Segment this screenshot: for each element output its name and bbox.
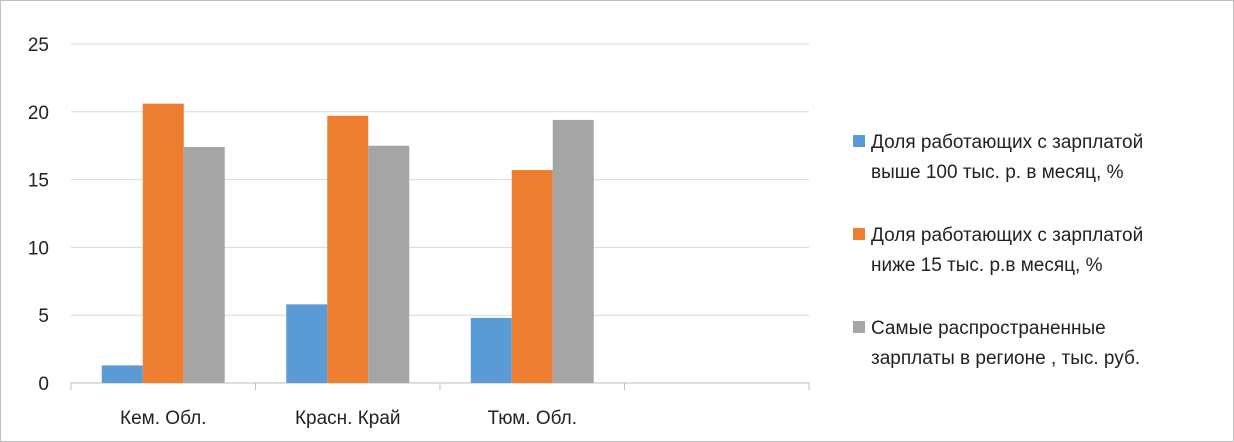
bar bbox=[101, 365, 143, 383]
y-tick-label: 5 bbox=[38, 306, 49, 327]
bar bbox=[142, 103, 184, 383]
bar bbox=[368, 145, 410, 383]
bar bbox=[286, 304, 328, 383]
bar bbox=[327, 115, 369, 384]
bar bbox=[183, 147, 225, 383]
y-tick-label: 20 bbox=[28, 103, 49, 124]
legend-label: Самые распространенные bbox=[871, 318, 1106, 339]
legend-label: выше 100 тыс. р. в месяц, % bbox=[871, 162, 1124, 183]
bar bbox=[470, 317, 512, 383]
bar bbox=[552, 119, 594, 383]
legend-swatch bbox=[853, 135, 865, 147]
legend-label: ниже 15 тыс. р.в месяц, % bbox=[871, 255, 1103, 276]
legend-label: Доля работающих с зарплатой bbox=[871, 132, 1143, 153]
x-tick-label: Тюм. Обл. bbox=[487, 408, 577, 429]
y-tick-label: 25 bbox=[28, 35, 49, 56]
x-tick-label: Кем. Обл. bbox=[120, 408, 206, 429]
x-tick-label: Красн. Край bbox=[295, 408, 401, 429]
y-tick-label: 0 bbox=[38, 374, 49, 395]
legend-label: Доля работающих с зарплатой bbox=[871, 225, 1143, 246]
bar bbox=[511, 170, 553, 383]
y-tick-label: 15 bbox=[28, 171, 49, 192]
legend-swatch bbox=[853, 321, 865, 333]
y-tick-label: 10 bbox=[28, 238, 49, 259]
legend-swatch bbox=[853, 228, 865, 240]
legend-label: зарплаты в регионе , тыс. руб. bbox=[871, 348, 1140, 369]
